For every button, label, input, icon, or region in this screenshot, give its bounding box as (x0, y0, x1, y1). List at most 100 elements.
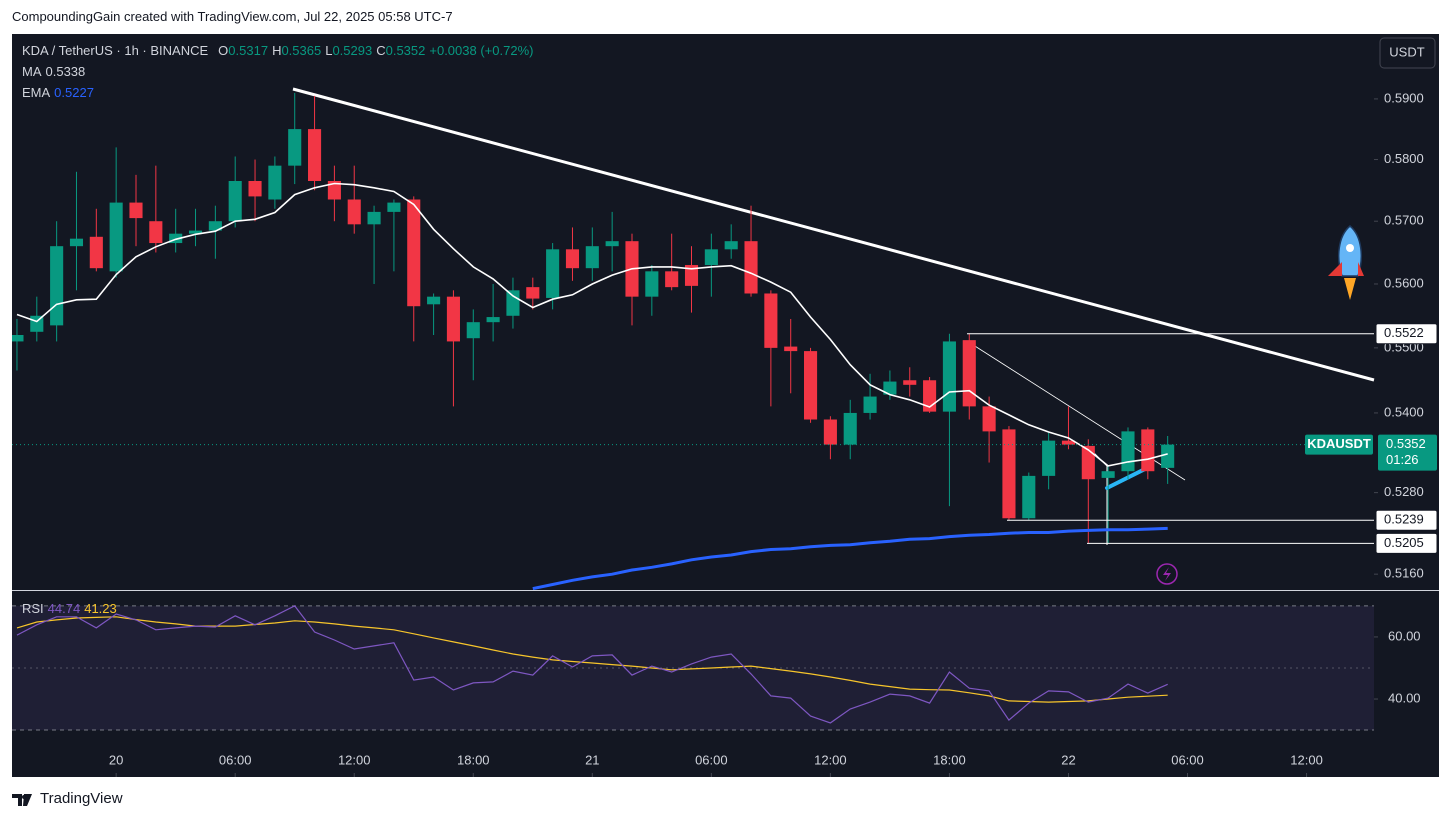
x-tick-label: 22 (1061, 752, 1075, 767)
candle-body (69, 238, 84, 247)
drawings (292, 87, 1375, 585)
candle-body (645, 271, 659, 297)
candle-body (486, 317, 500, 323)
indicator-legend: MA 0.5338 EMA 0.5227 (22, 64, 98, 106)
candle-body (1141, 429, 1155, 472)
candle-body (823, 419, 837, 445)
candle-body (89, 236, 103, 269)
candle-body (565, 249, 580, 269)
candle-body (704, 249, 718, 266)
candle-body (1081, 445, 1095, 480)
overlay-line (16, 182, 1168, 467)
level-label: 0.5522 (1384, 325, 1424, 340)
candle-body (1022, 475, 1036, 519)
candle-body (12, 335, 24, 342)
candle-body (506, 290, 520, 316)
candle-body (50, 246, 64, 326)
x-tick-label: 20 (109, 752, 123, 767)
rsi-legend: RSI 44.74 41.23 (22, 601, 121, 616)
overlay-line (532, 526, 1168, 590)
x-tick-label: 12:00 (814, 752, 847, 767)
y-tick-label: 0.5700 (1384, 213, 1424, 228)
drawn-segment (1105, 466, 1149, 490)
ohlc-value: 0.5352 (385, 43, 426, 58)
candle-body (744, 241, 758, 294)
candle-body (784, 346, 798, 352)
overlay-value: 0.5338 (45, 64, 86, 79)
price-pane (12, 92, 1374, 590)
candle-body (228, 180, 242, 222)
rsi-value: 41.23 (84, 601, 117, 616)
x-tick-label: 18:00 (933, 752, 966, 767)
x-tick-label: 18:00 (457, 752, 490, 767)
overlay-name: MA (22, 64, 42, 79)
candle-body (724, 241, 738, 250)
chart-background (12, 34, 1439, 777)
candle-body (982, 406, 996, 432)
symbol-label-box (1305, 434, 1373, 455)
candle-body (585, 246, 599, 269)
candle-body (1042, 440, 1056, 476)
candle-body (109, 202, 123, 272)
level-label: 0.5205 (1384, 535, 1424, 550)
overlay-legend: MA 0.5338 (22, 64, 98, 79)
candle-body (188, 230, 203, 234)
currency-label: USDT (1389, 44, 1424, 59)
brand-logo (12, 794, 32, 806)
overlay-name: EMA (22, 85, 51, 100)
rsi-line (16, 605, 1168, 724)
level-label: 0.5239 (1384, 512, 1424, 527)
candle-body (526, 287, 540, 299)
alert-icon (1156, 563, 1178, 585)
x-tick-label: 06:00 (1171, 752, 1204, 767)
candle-body (347, 199, 361, 225)
rsi-pane (12, 605, 1374, 731)
ohlc-key: O (218, 43, 229, 58)
candle-body (843, 412, 857, 445)
y-tick-label: 0.5280 (1384, 484, 1424, 499)
x-tick-label: 12:00 (1290, 752, 1323, 767)
x-tick-label: 21 (585, 752, 599, 767)
symbol-title: KDA / TetherUS · 1h · BINANCE (22, 43, 209, 58)
candle-body (208, 221, 222, 231)
candle-body (942, 341, 956, 412)
candle-body (1101, 471, 1115, 478)
credit: CompoundingGain created with TradingView… (12, 9, 453, 24)
candle-body (883, 381, 897, 395)
candle-body (327, 180, 341, 200)
symbol-label: KDAUSDT (1307, 436, 1371, 451)
candle-body (149, 221, 163, 244)
rsi-tick-label: 40.00 (1388, 690, 1421, 705)
candle-body (308, 129, 322, 181)
candle-body (248, 180, 262, 197)
y-tick-label: 0.5400 (1384, 404, 1424, 419)
candle-body (1121, 431, 1135, 472)
ohlc-value: 0.5365 (281, 43, 322, 58)
candle-body (367, 211, 381, 225)
x-tick-label: 12:00 (338, 752, 371, 767)
ohlc-value: 0.5317 (228, 43, 269, 58)
price-label-box (1378, 434, 1437, 471)
candle-body (129, 202, 143, 219)
overlay-legend: EMA 0.5227 (22, 85, 98, 100)
overlay-value: 0.5227 (54, 85, 94, 100)
rsi-tick-label: 60.00 (1388, 628, 1421, 643)
currency-button[interactable] (1379, 37, 1436, 69)
candle-body (546, 249, 560, 298)
ohlc-key: C (376, 43, 386, 58)
trend-line (292, 87, 1375, 382)
level-label-box (1375, 509, 1438, 531)
level-label-box (1375, 532, 1438, 554)
ohlc-value: 0.5293 (332, 43, 373, 58)
y-tick-label: 0.5600 (1384, 275, 1424, 290)
x-tick-label: 06:00 (219, 752, 252, 767)
candle-body (665, 271, 679, 288)
rsi-name: RSI (22, 601, 44, 616)
candle-body (1002, 429, 1016, 519)
candle-body (387, 202, 401, 212)
candle-body (962, 340, 976, 407)
candle-body (863, 396, 877, 413)
ohlc-key: L (325, 43, 333, 58)
